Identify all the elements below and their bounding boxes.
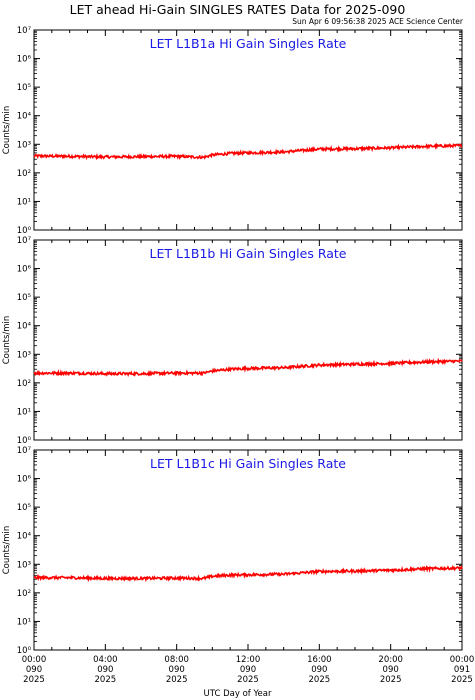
plot-frame bbox=[33, 29, 463, 231]
x-tick-label: 00:00 bbox=[450, 655, 475, 665]
y-tick-label: 10⁵ bbox=[17, 83, 31, 93]
y-tick-label: 10³ bbox=[17, 350, 31, 360]
y-tick-label: 10² bbox=[17, 169, 31, 179]
x-tick-label: 04:00 bbox=[93, 655, 118, 665]
x-axis-label: UTC Day of Year bbox=[203, 689, 272, 699]
y-tick-label: 10⁷ bbox=[17, 236, 32, 246]
x-tick-label: 2025 bbox=[380, 675, 402, 685]
y-tick-label: 10⁷ bbox=[17, 446, 32, 456]
x-tick-label: 16:00 bbox=[307, 655, 332, 665]
y-tick-label: 10⁶ bbox=[17, 55, 32, 65]
y-tick-label: 10⁴ bbox=[17, 112, 32, 122]
x-tick-label: 00:00 bbox=[22, 655, 47, 665]
y-tick-label: 10³ bbox=[17, 560, 31, 570]
x-tick-label: 2025 bbox=[166, 675, 188, 685]
y-axis-label: Counts/min bbox=[2, 526, 12, 575]
x-tick-label: 2025 bbox=[23, 675, 45, 685]
y-tick-label: 10⁵ bbox=[17, 293, 31, 303]
x-tick-label: 090 bbox=[169, 665, 185, 675]
panel-title: LET L1B1b Hi Gain Singles Rate bbox=[150, 246, 347, 261]
y-tick-label: 10⁷ bbox=[17, 26, 32, 36]
x-tick-label: 090 bbox=[26, 665, 42, 675]
x-tick-label: 091 bbox=[454, 665, 470, 675]
x-tick-label: 2025 bbox=[237, 675, 259, 685]
y-tick-label: 10³ bbox=[17, 140, 31, 150]
x-tick-label: 20:00 bbox=[378, 655, 403, 665]
series-line bbox=[33, 142, 463, 161]
x-tick-label: 090 bbox=[97, 665, 113, 675]
chart-title: LET ahead Hi-Gain SINGLES RATES Data for… bbox=[69, 2, 406, 17]
x-tick-label: 2025 bbox=[309, 675, 331, 685]
y-tick-label: 10⁴ bbox=[17, 532, 32, 542]
plot-frame bbox=[33, 239, 463, 441]
y-tick-label: 10⁶ bbox=[17, 265, 32, 275]
x-tick-label: 2025 bbox=[95, 675, 117, 685]
y-tick-label: 10⁴ bbox=[17, 322, 32, 332]
y-tick-label: 10⁰ bbox=[17, 646, 32, 656]
panel-title: LET L1B1a Hi Gain Singles Rate bbox=[150, 36, 347, 51]
series-line bbox=[33, 564, 463, 583]
y-tick-label: 10² bbox=[17, 589, 31, 599]
x-tick-label: 090 bbox=[311, 665, 327, 675]
timestamp: Sun Apr 6 09:56:38 2025 ACE Science Cent… bbox=[292, 17, 463, 26]
plot-frame bbox=[33, 449, 463, 651]
panel-title: LET L1B1c Hi Gain Singles Rate bbox=[150, 456, 346, 471]
series-line bbox=[33, 357, 463, 378]
y-tick-label: 10⁵ bbox=[17, 503, 31, 513]
x-tick-label: 2025 bbox=[451, 675, 473, 685]
x-tick-label: 12:00 bbox=[236, 655, 261, 665]
x-tick-label: 090 bbox=[240, 665, 256, 675]
y-tick-label: 10⁶ bbox=[17, 475, 32, 485]
y-axis-label: Counts/min bbox=[2, 316, 12, 365]
y-tick-label: 10⁰ bbox=[17, 226, 32, 236]
y-tick-label: 10² bbox=[17, 379, 31, 389]
y-tick-label: 10¹ bbox=[17, 197, 31, 207]
x-tick-label: 08:00 bbox=[164, 655, 189, 665]
x-tick-label: 090 bbox=[383, 665, 399, 675]
y-axis-label: Counts/min bbox=[2, 106, 12, 155]
y-tick-label: 10¹ bbox=[17, 617, 31, 627]
y-tick-label: 10¹ bbox=[17, 407, 31, 417]
y-tick-label: 10⁰ bbox=[17, 436, 32, 446]
